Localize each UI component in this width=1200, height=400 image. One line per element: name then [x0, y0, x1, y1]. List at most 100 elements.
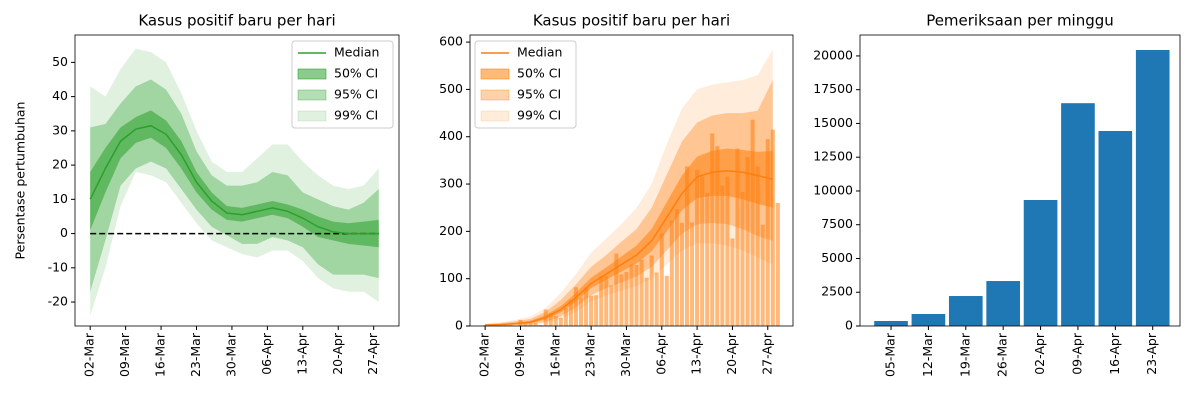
x-tick-label: 16-Mar [153, 332, 168, 377]
x-tick-label: 09-Mar [512, 332, 527, 377]
daily-bar [679, 222, 684, 326]
daily-bar [503, 325, 508, 326]
daily-bar [715, 146, 720, 326]
bar [986, 281, 1020, 326]
daily-bar [624, 272, 629, 326]
y-tick-label: 30 [52, 122, 68, 137]
daily-bar [614, 253, 619, 326]
legend-label: 50% CI [517, 66, 561, 81]
daily-bar [740, 192, 745, 326]
x-tick-label: 13-Apr [689, 332, 704, 375]
daily-bar [700, 176, 705, 326]
daily-bar [690, 222, 695, 326]
x-tick-label: 26-Mar [995, 332, 1010, 377]
y-tick-label: 50 [52, 54, 68, 69]
y-tick-label: -10 [48, 259, 68, 274]
x-tick-label: 23-Mar [188, 332, 203, 377]
legend-label: 99% CI [334, 108, 378, 123]
x-tick-label: 02-Apr [1032, 332, 1047, 375]
chart-title: Kasus positif baru per hari [533, 12, 730, 30]
daily-bar [584, 287, 589, 326]
x-tick-label: 20-Apr [724, 332, 739, 375]
x-tick-label: 02-Mar [477, 332, 492, 377]
daily-bar [674, 209, 679, 326]
chart-title: Pemeriksaan per minggu [926, 12, 1114, 30]
bar [1098, 131, 1133, 326]
y-tick-label: 10000 [813, 182, 853, 197]
x-tick-label: 13-Apr [294, 332, 309, 375]
daily-bar [735, 148, 740, 326]
x-tick-label: 19-Mar [957, 332, 972, 377]
daily-bar [619, 274, 624, 326]
y-tick-label: 0 [60, 225, 68, 240]
daily-bar [775, 202, 780, 326]
x-tick-label: 09-Apr [1069, 332, 1084, 375]
daily-bar [629, 264, 634, 326]
x-tick-label: 16-Mar [547, 332, 562, 377]
x-tick-label: 09-Mar [117, 332, 132, 377]
plot-area [89, 48, 379, 316]
daily-bar [528, 323, 533, 326]
x-tick-label: 23-Apr [1144, 332, 1159, 375]
daily-bar [553, 316, 558, 326]
y-tick-label: 0 [845, 318, 853, 333]
chart-title: Kasus positif baru per hari [138, 12, 335, 30]
daily-bar [705, 193, 710, 326]
y-tick-label: 10 [52, 191, 68, 206]
x-tick-label: 06-Apr [259, 332, 274, 375]
daily-bar [750, 119, 755, 326]
median-line [89, 124, 379, 235]
y-tick-label: -20 [48, 294, 68, 309]
x-tick-label: 16-Apr [1107, 332, 1122, 375]
daily-bar [558, 317, 563, 326]
legend-box [291, 40, 394, 129]
daily-bar [644, 277, 649, 326]
daily-bar [523, 322, 528, 326]
y-tick-label: 20000 [813, 47, 853, 62]
bar [948, 296, 983, 326]
bar [1061, 103, 1095, 326]
x-tick-label: 30-Mar [223, 332, 238, 377]
y-tick-label: 2500 [821, 284, 853, 299]
daily-bar [669, 220, 674, 326]
daily-bar [599, 275, 604, 326]
legend-label: 50% CI [334, 66, 378, 81]
axes-frame [74, 34, 400, 327]
daily-bar [568, 299, 573, 326]
x-tick-label: 30-Mar [618, 332, 633, 377]
legend-patch [297, 89, 327, 101]
bar [1135, 49, 1170, 326]
ci-band [90, 48, 379, 316]
legend-box [474, 40, 577, 129]
daily-bar [508, 325, 513, 326]
legend-patch [297, 68, 327, 80]
x-tick-label: 23-Mar [583, 332, 598, 377]
y-tick-label: 200 [439, 223, 463, 238]
axes-frame [469, 34, 794, 327]
daily-bar [649, 255, 654, 326]
axes-frame [859, 34, 1181, 327]
bar [911, 313, 946, 326]
legend-label: Median [517, 45, 562, 60]
ci-band [485, 49, 773, 326]
daily-bar [760, 224, 765, 326]
daily-bar [634, 264, 639, 326]
daily-bar [695, 169, 700, 326]
daily-bar [659, 233, 664, 326]
legend-label: 99% CI [517, 108, 561, 123]
x-tick-label: 27-Apr [759, 332, 774, 375]
y-tick-label: 600 [439, 34, 463, 49]
ci-band [485, 79, 773, 326]
daily-bar [664, 275, 669, 326]
legend-patch [480, 68, 510, 80]
daily-bar [770, 129, 775, 326]
daily-bar [538, 325, 543, 326]
legend-label: 95% CI [517, 87, 561, 102]
x-tick-label: 20-Apr [330, 332, 345, 375]
daily-bar [609, 285, 614, 326]
y-tick-label: 12500 [813, 149, 853, 164]
y-tick-label: 400 [439, 128, 463, 143]
x-tick-label: 12-Mar [920, 332, 935, 377]
bar [874, 321, 908, 326]
daily-bar [604, 276, 609, 326]
